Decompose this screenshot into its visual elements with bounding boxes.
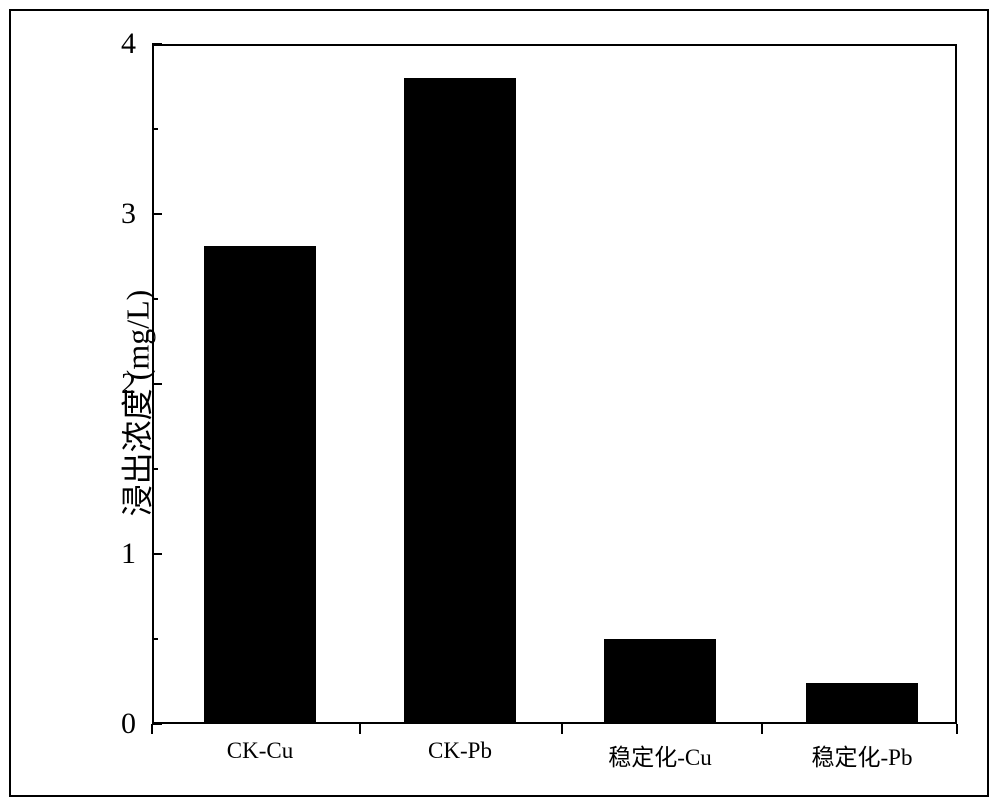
y-minor-tick — [152, 128, 158, 130]
y-tick-mark — [152, 723, 162, 725]
bar — [806, 683, 918, 724]
bar — [204, 246, 316, 724]
x-tick-label: CK-Cu — [227, 738, 293, 764]
x-tick-label: 稳定化-Cu — [608, 738, 712, 772]
y-axis-label: 浸出浓度 (mg/L) — [112, 290, 158, 517]
y-tick-label: 4 — [121, 27, 136, 61]
y-tick-mark — [152, 383, 162, 385]
y-minor-tick — [152, 298, 158, 300]
x-tick-label: 稳定化-Pb — [812, 738, 913, 772]
y-minor-tick — [152, 468, 158, 470]
x-tick-mark — [151, 724, 153, 734]
bar — [404, 78, 516, 724]
y-tick-mark — [152, 553, 162, 555]
y-tick-mark — [152, 43, 162, 45]
x-tick-mark — [956, 724, 958, 734]
bar — [604, 639, 716, 724]
x-tick-mark — [561, 724, 563, 734]
y-tick-label: 3 — [121, 197, 136, 231]
x-tick-mark — [761, 724, 763, 734]
y-tick-label: 2 — [121, 367, 136, 401]
y-tick-label: 1 — [121, 537, 136, 571]
x-tick-mark — [359, 724, 361, 734]
y-minor-tick — [152, 638, 158, 640]
y-tick-mark — [152, 213, 162, 215]
x-tick-label: CK-Pb — [428, 738, 492, 764]
y-tick-label: 0 — [121, 707, 136, 741]
